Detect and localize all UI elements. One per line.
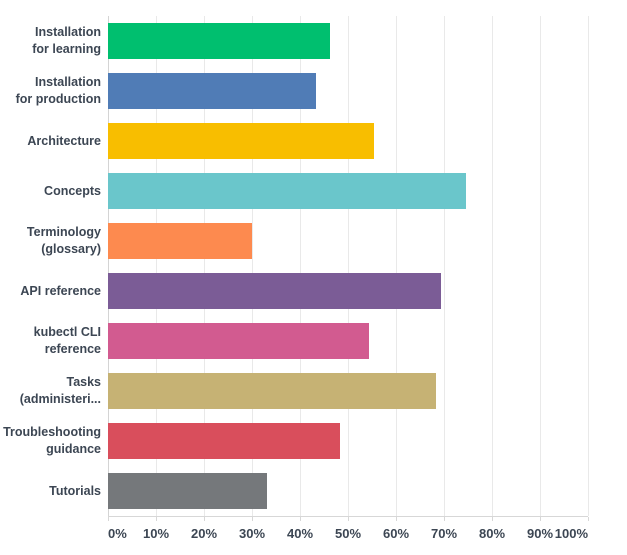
axis-tick-mark: [156, 517, 157, 521]
category-label-line: Tasks: [66, 375, 101, 389]
bar: [108, 423, 340, 459]
category-label-line: API reference: [20, 283, 101, 298]
axis-tick-mark: [204, 517, 205, 521]
x-tick-label: 40%: [286, 526, 314, 541]
bar: [108, 23, 331, 59]
x-tick-label: 10%: [142, 526, 170, 541]
axis-tick-mark: [588, 517, 589, 521]
x-tick-label: 20%: [190, 526, 218, 541]
category-label-line: Troubleshooting: [3, 425, 101, 439]
axis-tick-mark: [300, 517, 301, 521]
category-label: Troubleshooting guidance: [0, 416, 104, 466]
axis-tick-mark: [396, 517, 397, 521]
bar: [108, 473, 267, 509]
bar: [108, 223, 253, 259]
axis-tick-mark: [540, 517, 541, 521]
gridline: [396, 16, 397, 516]
category-label-line: reference: [44, 342, 101, 356]
bar: [108, 373, 436, 409]
gridline: [300, 16, 301, 516]
axis-tick-mark: [252, 517, 253, 521]
bar: [108, 123, 374, 159]
category-label-line: guidance: [46, 442, 101, 456]
gridline: [540, 16, 541, 516]
category-label: Architecture: [0, 116, 104, 166]
axis-tick-mark: [108, 517, 109, 521]
category-label-line: Architecture: [27, 133, 101, 148]
x-tick-label: 60%: [382, 526, 410, 541]
x-tick-label: 70%: [430, 526, 458, 541]
gridline: [588, 16, 589, 516]
category-label-line: Terminology: [26, 225, 101, 239]
category-label: Tasks (administeri...: [0, 366, 104, 416]
x-tick-label: 100%: [554, 526, 588, 541]
category-label-line: Installation: [35, 75, 101, 89]
category-label: kubectl CLI reference: [0, 316, 104, 366]
x-tick-label: 90%: [526, 526, 554, 541]
x-tick-label: 30%: [238, 526, 266, 541]
category-label: API reference: [0, 266, 104, 316]
plot-area: [108, 16, 589, 517]
gridline: [252, 16, 253, 516]
category-label-line: Installation: [35, 25, 101, 39]
category-label: Installation for learning: [0, 16, 104, 66]
axis-tick-mark: [444, 517, 445, 521]
gridline: [108, 16, 109, 516]
x-tick-label: 50%: [334, 526, 362, 541]
gridline: [492, 16, 493, 516]
category-label-line: for production: [15, 92, 101, 106]
bar: [108, 323, 370, 359]
x-tick-label: 80%: [478, 526, 506, 541]
gridline: [348, 16, 349, 516]
gridline: [444, 16, 445, 516]
category-label: Concepts: [0, 166, 104, 216]
axis-tick-mark: [492, 517, 493, 521]
bar: [108, 73, 316, 109]
category-label: Terminology (glossary): [0, 216, 104, 266]
category-label: Installation for production: [0, 66, 104, 116]
category-label: Tutorials: [0, 466, 104, 516]
category-label-line: (glossary): [41, 242, 101, 256]
bar: [108, 173, 466, 209]
bar: [108, 273, 442, 309]
category-label-line: Tutorials: [49, 483, 101, 498]
category-label-line: kubectl CLI: [33, 325, 101, 339]
gridline: [156, 16, 157, 516]
category-label-line: Concepts: [44, 183, 101, 198]
category-label-line: for learning: [32, 42, 101, 56]
category-label-line: (administeri...: [19, 392, 101, 406]
x-tick-label: 0%: [108, 526, 127, 541]
gridline: [204, 16, 205, 516]
axis-tick-mark: [348, 517, 349, 521]
